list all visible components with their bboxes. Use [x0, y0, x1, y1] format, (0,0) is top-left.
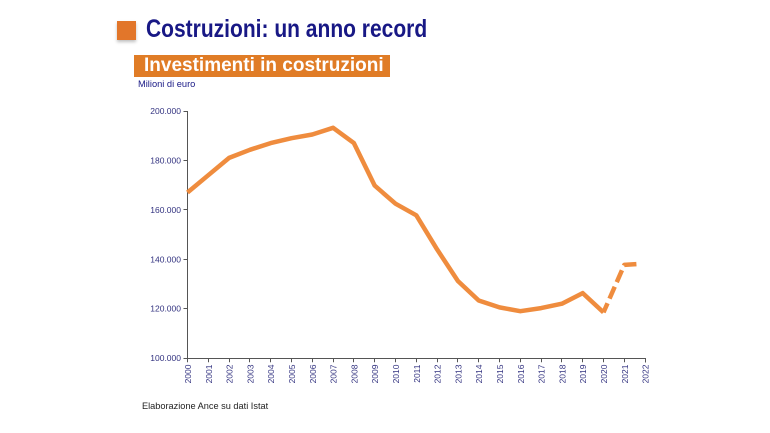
- svg-text:2017: 2017: [537, 364, 547, 383]
- svg-text:2021: 2021: [620, 364, 630, 383]
- svg-text:2005: 2005: [287, 364, 297, 383]
- svg-text:2000: 2000: [183, 364, 193, 383]
- svg-text:120.000: 120.000: [150, 304, 181, 314]
- svg-text:160.000: 160.000: [150, 205, 181, 215]
- svg-text:2013: 2013: [453, 364, 463, 383]
- svg-text:2014: 2014: [474, 364, 484, 383]
- svg-text:2022: 2022: [641, 364, 651, 383]
- svg-text:200.000: 200.000: [150, 106, 181, 116]
- svg-text:2006: 2006: [308, 364, 318, 383]
- svg-text:140.000: 140.000: [150, 254, 181, 264]
- svg-text:2016: 2016: [516, 364, 526, 383]
- svg-text:2003: 2003: [245, 364, 255, 383]
- svg-text:2020: 2020: [599, 364, 609, 383]
- svg-text:2008: 2008: [349, 364, 359, 383]
- svg-text:2010: 2010: [391, 364, 401, 383]
- svg-text:2012: 2012: [433, 364, 443, 383]
- svg-text:2011: 2011: [412, 364, 422, 383]
- svg-text:2007: 2007: [329, 364, 339, 383]
- svg-text:2002: 2002: [225, 364, 235, 383]
- svg-text:2015: 2015: [495, 364, 505, 383]
- svg-text:2019: 2019: [578, 364, 588, 383]
- svg-text:2004: 2004: [266, 364, 276, 383]
- svg-text:180.000: 180.000: [150, 155, 181, 165]
- svg-text:2001: 2001: [204, 364, 214, 383]
- svg-text:2018: 2018: [557, 364, 567, 383]
- svg-text:2009: 2009: [370, 364, 380, 383]
- svg-text:100.000: 100.000: [150, 353, 181, 363]
